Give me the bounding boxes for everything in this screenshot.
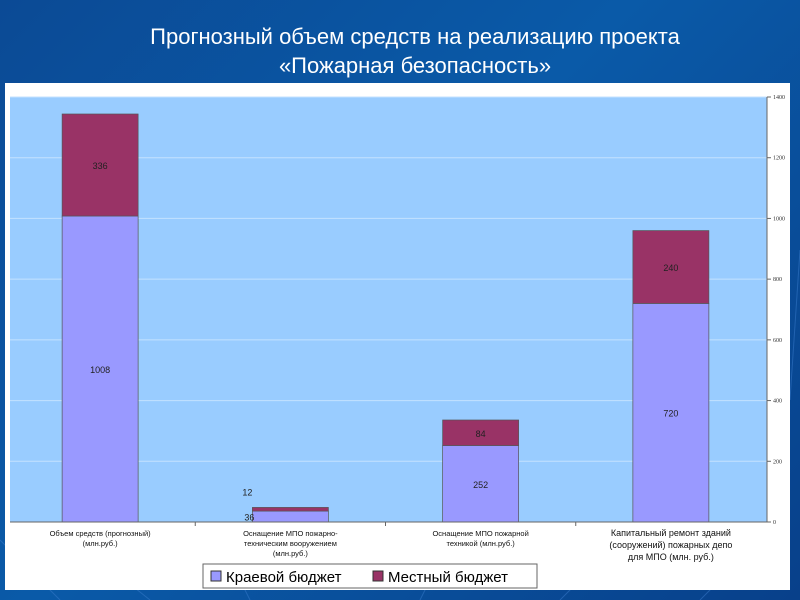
y-tick-label: 200 <box>773 459 782 465</box>
y-tick-label: 400 <box>773 399 782 405</box>
legend-label-kraevoy: Краевой бюджет <box>226 569 342 586</box>
y-tick-label: 600 <box>773 338 782 344</box>
data-label: 84 <box>476 429 486 439</box>
category-label: техническим вооружением <box>244 539 337 548</box>
y-tick-label: 800 <box>773 277 782 283</box>
y-tick-label: 1400 <box>773 95 785 101</box>
category-label: Оснащение МПО пожарной <box>432 529 528 538</box>
legend-swatch-kraevoy <box>210 570 222 582</box>
y-tick-label: 1000 <box>773 216 785 222</box>
y-tick-label: 0 <box>773 520 776 526</box>
bar-kraevoy <box>61 215 139 523</box>
category-label: техникой (млн.руб.) <box>446 539 515 548</box>
legend: Краевой бюджет Местный бюджет <box>202 563 538 589</box>
legend-swatch-mestny <box>372 570 384 582</box>
category-label: (сооружений) пожарных депо <box>609 540 732 550</box>
data-label: 240 <box>663 263 678 273</box>
category-label: Объем средств (прогнозный) <box>50 529 152 538</box>
bar-mestny <box>252 507 329 512</box>
bar-mestny <box>442 419 519 446</box>
title-line-2: «Пожарная безопасность» <box>278 53 552 78</box>
category-label: (млн.руб.) <box>83 539 119 548</box>
bar-kraevoy <box>252 510 329 523</box>
category-label: Капитальный ремонт зданий <box>611 528 731 538</box>
data-label: 36 <box>244 513 254 523</box>
data-label: 12 <box>242 487 252 497</box>
legend-label-mestny: Местный бюджет <box>388 569 508 586</box>
title-line-1: Прогнозный объем средств на реализацию п… <box>150 24 680 49</box>
slide-title: Прогнозный объем средств на реализацию п… <box>0 22 800 80</box>
category-label: (млн.руб.) <box>273 549 309 558</box>
data-label: 720 <box>663 409 678 419</box>
data-label: 1008 <box>90 365 110 375</box>
category-label: для МПО (млн. руб.) <box>628 552 714 562</box>
bar-mestny <box>61 113 139 217</box>
category-label: Оснащение МПО пожарно- <box>243 529 338 538</box>
data-label: 336 <box>93 161 108 171</box>
y-tick-label: 1200 <box>773 156 785 162</box>
bar-kraevoy <box>442 445 519 523</box>
data-label: 252 <box>473 480 488 490</box>
bar-mestny <box>632 230 710 304</box>
